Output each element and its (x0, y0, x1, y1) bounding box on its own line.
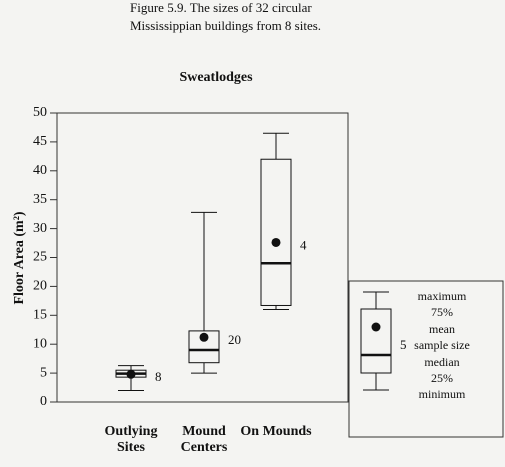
caption-line: Figure 5.9. The sizes of 32 circular (130, 0, 312, 15)
legend-mean (371, 322, 381, 332)
sample-size: 4 (300, 237, 307, 252)
y-axis-label: Floor Area (m²) (12, 211, 27, 304)
sample-size: 20 (228, 332, 241, 347)
box (260, 158, 292, 306)
x-tick-label: On Mounds (240, 424, 312, 439)
y-tick-label: 15 (33, 308, 47, 323)
legend-sample-size: 5 (400, 337, 407, 352)
y-tick-label: 0 (40, 394, 47, 409)
y-tick-label: 30 (33, 221, 47, 236)
y-tick-label: 10 (33, 336, 47, 351)
legend-label: maximum (418, 289, 467, 303)
y-tick-label: 35 (33, 192, 47, 207)
x-tick-label: Outlying Sites (104, 424, 158, 455)
sample-size: 8 (155, 369, 162, 384)
mean (126, 369, 136, 379)
legend-box (360, 308, 392, 374)
mean (199, 332, 209, 342)
legend-label: sample size (414, 338, 470, 352)
legend-label: mean (429, 322, 455, 336)
y-tick-label: 5 (40, 365, 47, 380)
legend-frame (348, 280, 504, 438)
y-tick-label: 50 (33, 105, 47, 120)
chart-title: Sweatlodges (179, 70, 253, 85)
y-tick-label: 45 (33, 134, 47, 149)
y-tick-label: 40 (33, 163, 47, 178)
mean (271, 237, 281, 247)
legend-label: 25% (431, 371, 453, 385)
y-tick-label: 25 (33, 250, 47, 265)
caption-line: Mississippian buildings from 8 sites. (130, 18, 321, 33)
legend-label: median (424, 355, 459, 369)
x-tick-label: Mound Centers (180, 424, 228, 455)
legend-label: 75% (431, 305, 453, 319)
legend-label: minimum (419, 387, 466, 401)
y-tick-label: 20 (33, 279, 47, 294)
